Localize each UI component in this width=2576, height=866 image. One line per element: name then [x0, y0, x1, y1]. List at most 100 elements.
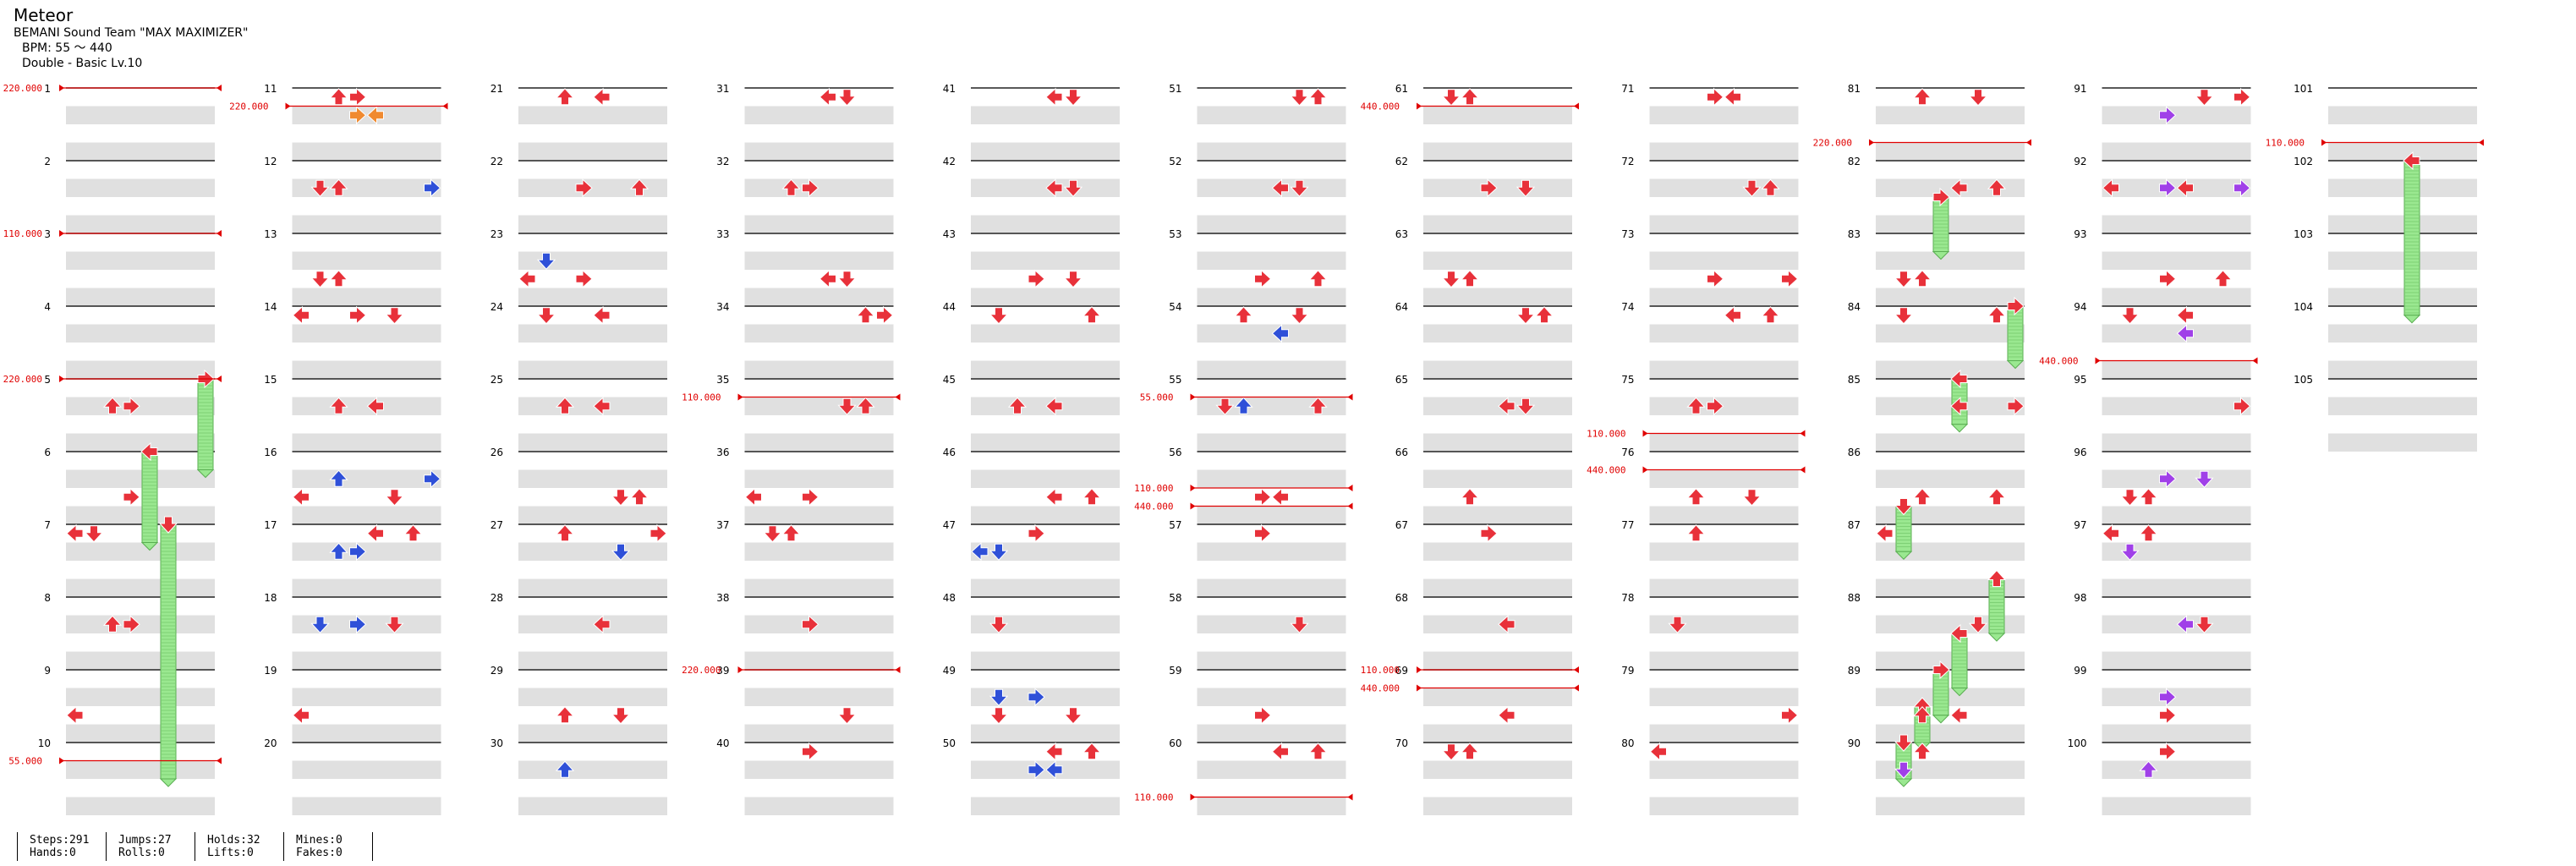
- hold-tail: [2403, 315, 2421, 324]
- measure-shade: [292, 251, 441, 270]
- step-arrow: [2233, 397, 2251, 416]
- measure-number: 18: [264, 592, 277, 604]
- measure-number: 80: [1621, 737, 1634, 749]
- bpm-change: 110.000: [1361, 665, 1579, 676]
- measure-shade: [2102, 578, 2251, 597]
- step-arrow: [366, 523, 384, 543]
- step-arrow: [1912, 743, 1932, 760]
- measure-number: 90: [1848, 737, 1861, 749]
- measure-65: 65: [1395, 374, 1572, 452]
- song-header: Meteor BEMANI Sound Team "MAX MAXIMIZER"…: [14, 7, 248, 73]
- measure-number: 30: [491, 737, 503, 749]
- step-arrow: [1441, 89, 1461, 107]
- hold-tail: [196, 469, 215, 479]
- measure-shade: [1197, 397, 1346, 415]
- bpm-marker: [442, 102, 448, 110]
- measure-number: 41: [943, 83, 956, 95]
- measure-shade: [292, 288, 441, 306]
- offbeat-arrow: [971, 542, 989, 562]
- measure-shade: [1197, 469, 1346, 488]
- step-arrow: [102, 397, 123, 414]
- measure-shade: [1423, 578, 1572, 597]
- measure-number: 12: [264, 156, 277, 167]
- measure-number: 22: [491, 156, 503, 167]
- hold-head-arrow: [2007, 296, 2025, 316]
- measure-shade: [1649, 324, 1799, 343]
- measure-73: 73: [1621, 228, 1799, 306]
- offbeat-arrow: [611, 543, 631, 561]
- step-arrow: [1912, 488, 1932, 506]
- bpm-marker: [285, 102, 291, 110]
- bpm-marker: [1574, 102, 1579, 110]
- measure-shade: [1423, 724, 1572, 743]
- step-arrow: [1045, 487, 1063, 507]
- hold-head-arrow: [2403, 151, 2420, 171]
- step-arrow: [66, 523, 84, 543]
- measure-number: 7: [44, 519, 51, 531]
- step-arrow: [819, 87, 836, 107]
- measure-23: 23: [491, 228, 667, 306]
- measure-11: 11: [264, 83, 441, 161]
- measure-shade: [66, 142, 215, 161]
- measure-shade: [1876, 542, 2025, 561]
- offbeat-arrow: [989, 688, 1009, 706]
- measure-31: 31: [716, 83, 894, 161]
- step-arrow: [2102, 178, 2119, 198]
- measure-shade: [971, 688, 1120, 706]
- step-arrow: [802, 487, 819, 507]
- bpm-marker: [1642, 430, 1648, 437]
- measure-number: 52: [1169, 156, 1181, 167]
- measure-shade: [744, 142, 894, 161]
- measure-shade: [1423, 688, 1572, 706]
- bpm-marker: [2026, 139, 2031, 146]
- step-arrow: [1894, 271, 1914, 288]
- bpm-marker: [737, 666, 743, 673]
- measure-shade: [1876, 215, 2025, 233]
- measure-42: 42: [943, 156, 1120, 233]
- step-arrow: [856, 397, 875, 414]
- step-arrow: [366, 397, 384, 416]
- measure-number: 44: [943, 301, 956, 313]
- measure-number: 71: [1621, 83, 1634, 95]
- step-arrow: [593, 615, 611, 634]
- measure-shade: [1423, 797, 1572, 815]
- measure-79: 79: [1621, 665, 1799, 743]
- measure-number: 4: [44, 301, 51, 313]
- measure-46: 46: [943, 447, 1120, 524]
- measure-58: 58: [1169, 592, 1346, 670]
- step-arrow: [1724, 305, 1741, 325]
- hold-head-arrow: [1950, 623, 1968, 644]
- measure-shade: [66, 106, 215, 124]
- measure-number: 79: [1621, 665, 1634, 677]
- measure-number: 58: [1169, 592, 1181, 604]
- bpm-label: 55.000: [1140, 392, 1174, 403]
- step-arrow: [819, 269, 836, 288]
- bpm-marker: [1574, 684, 1579, 692]
- measure-49: 49: [943, 665, 1120, 743]
- measure-shade: [971, 469, 1120, 488]
- measure-shade: [518, 178, 667, 197]
- measure-shade: [971, 760, 1120, 779]
- measure-shade: [1197, 688, 1346, 706]
- measure-shade: [1423, 288, 1572, 306]
- measure-shade: [66, 215, 215, 233]
- step-arrow: [649, 523, 667, 543]
- measure-86: 86: [1848, 447, 2025, 524]
- measure-shade: [1197, 615, 1346, 633]
- measure-38: 38: [716, 592, 894, 670]
- measure-shade: [971, 506, 1120, 524]
- measure-number: 100: [2068, 737, 2087, 749]
- measure-97: 97: [2074, 519, 2251, 597]
- step-arrow: [1515, 397, 1536, 415]
- measure-number: 74: [1621, 301, 1634, 313]
- measure-62: 62: [1395, 156, 1572, 233]
- step-arrow: [1460, 270, 1480, 288]
- bpm-marker: [1417, 684, 1422, 692]
- step-arrow: [1781, 705, 1799, 725]
- measure-95: 95: [2074, 374, 2251, 452]
- hold-tail: [1950, 688, 1969, 697]
- measure-number: 104: [2294, 301, 2313, 313]
- measure-shade: [66, 469, 215, 488]
- measure-number: 49: [943, 665, 956, 677]
- stat-column: Mines:0 Fakes:0: [283, 832, 373, 861]
